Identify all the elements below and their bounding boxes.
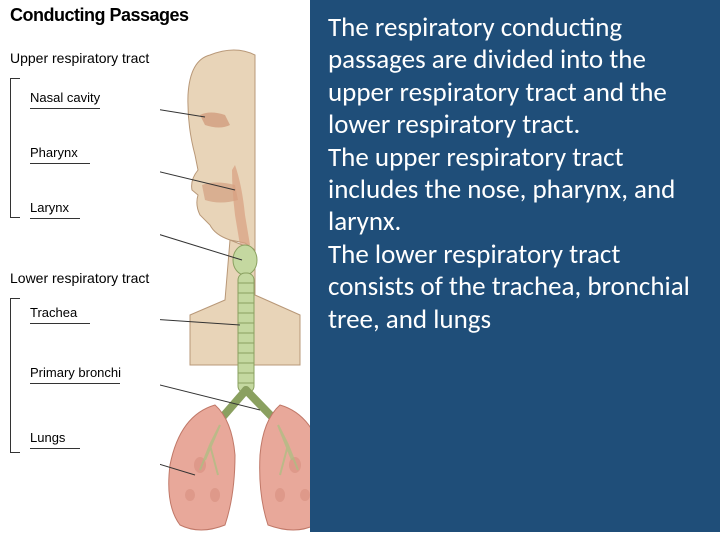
bracket-lower [10, 298, 20, 453]
label-trachea: Trachea [30, 305, 77, 320]
slide-container: Conducting Passages Upper respiratory tr… [0, 0, 720, 540]
diagram-panel: Conducting Passages Upper respiratory tr… [0, 0, 360, 540]
connector-trachea [30, 323, 90, 324]
diagram-title: Conducting Passages [10, 5, 189, 26]
label-lower-tract: Lower respiratory tract [10, 270, 149, 286]
paragraph-3: The lower respiratory tract consists of … [328, 239, 702, 336]
trachea-art [238, 273, 254, 393]
connector-larynx [30, 218, 80, 219]
paragraph-2: The upper respiratory tract includes the… [328, 142, 702, 239]
label-larynx: Larynx [30, 200, 69, 215]
connector-bronchi [30, 383, 120, 384]
connector-lungs [30, 448, 80, 449]
bracket-upper [10, 78, 20, 218]
connector-nasal [30, 108, 100, 109]
text-panel: The respiratory conducting passages are … [310, 0, 720, 532]
label-nasal-cavity: Nasal cavity [30, 90, 100, 105]
paragraph-1: The respiratory conducting passages are … [328, 12, 702, 142]
label-pharynx: Pharynx [30, 145, 78, 160]
connector-pharynx [30, 163, 90, 164]
label-lungs: Lungs [30, 430, 65, 445]
label-upper-tract: Upper respiratory tract [10, 50, 149, 66]
label-primary-bronchi: Primary bronchi [30, 365, 121, 380]
